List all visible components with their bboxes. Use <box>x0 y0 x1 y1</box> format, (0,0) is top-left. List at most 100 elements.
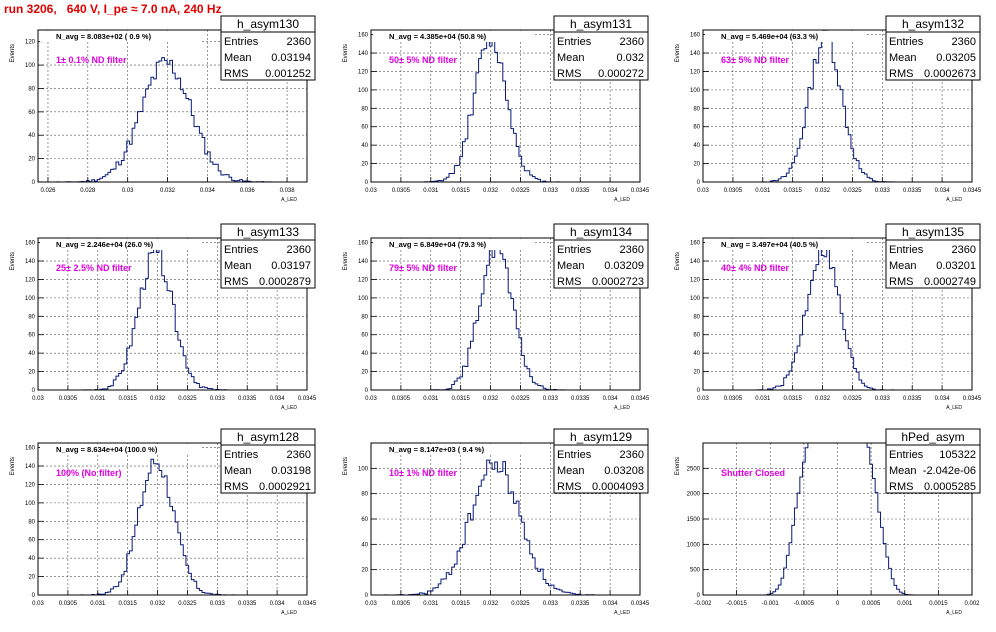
stats-rms-label: RMS <box>557 68 581 80</box>
y-tick-label: 160 <box>25 241 36 247</box>
y-tick-label: 2500 <box>687 466 701 472</box>
y-axis-label: Events <box>343 252 349 270</box>
x-tick-label: 0.03 <box>365 396 377 402</box>
y-tick-label: 0 <box>32 593 36 599</box>
navg-label: N_avg = 4.385e+04 (50.8 %) <box>389 32 487 41</box>
stats-rms-label: RMS <box>224 276 248 288</box>
y-tick-label: 20 <box>28 575 35 581</box>
x-tick-label: 0.026 <box>40 188 56 194</box>
y-tick-label: 100 <box>25 63 36 69</box>
x-tick-label: 0.0345 <box>631 188 650 194</box>
y-tick-label: 20 <box>28 370 35 376</box>
x-axis-label: A_LED <box>614 405 630 411</box>
y-tick-label: 100 <box>358 88 369 94</box>
x-tick-label: 0.0315 <box>783 396 802 402</box>
y-tick-label: 40 <box>28 556 35 562</box>
stats-mean-label: Mean <box>557 465 585 477</box>
y-tick-label: 80 <box>361 314 368 320</box>
x-tick-label: 0.032 <box>150 396 166 402</box>
histogram-pad-h_asym132: 0.03 0.0305 0.031 0.0315 0.032 0.0325 0.033 0.0… <box>675 15 982 203</box>
y-tick-label: 100 <box>690 296 701 302</box>
filter-label: 25± 2.5% ND filter <box>56 263 132 273</box>
x-tick-label: 0.031 <box>423 396 439 402</box>
stats-title: h_asym129 <box>570 430 632 444</box>
x-tick-label: 0.034 <box>270 601 286 607</box>
y-tick-label: 120 <box>25 40 36 46</box>
x-tick-label: 0.03 <box>697 396 709 402</box>
stats-rms-label: RMS <box>889 68 913 80</box>
filter-label: Shutter Closed <box>721 468 785 478</box>
y-axis-label: Events <box>10 44 16 62</box>
navg-label: N_avg = 8.147e+03 ( 9.4 %) <box>389 445 485 454</box>
stats-entries-value: 2360 <box>287 36 311 48</box>
stats-mean-label: Mean <box>889 260 917 272</box>
stats-entries-label: Entries <box>889 36 924 48</box>
y-axis-label: Events <box>10 252 16 270</box>
stats-entries-label: Entries <box>224 244 259 256</box>
histogram-pad-h_asym135: 0.03 0.0305 0.031 0.0315 0.032 0.0325 0.033 0.0… <box>675 223 982 411</box>
y-tick-label: 20 <box>361 568 368 574</box>
y-tick-label: 60 <box>28 333 35 339</box>
histogram-pad-h_asym131: 0.03 0.0305 0.031 0.0315 0.032 0.0325 0.033 0.0… <box>343 15 650 203</box>
y-tick-label: 140 <box>690 51 701 57</box>
x-tick-label: 0.0305 <box>724 188 743 194</box>
x-tick-label: 0.001 <box>897 601 913 607</box>
y-axis-label: Events <box>343 457 349 475</box>
stats-entries-label: Entries <box>557 36 592 48</box>
plot-frame <box>370 237 641 391</box>
y-axis-label: Events <box>675 44 681 62</box>
plot-frame <box>702 237 973 391</box>
x-tick-label: 0.0315 <box>451 396 470 402</box>
x-tick-label: 0.034 <box>270 396 286 402</box>
x-tick-label: 0.034 <box>935 188 951 194</box>
stats-mean-label: Mean <box>889 52 917 64</box>
x-tick-label: 0.0335 <box>571 188 590 194</box>
stats-mean-value: 0.03194 <box>271 52 311 64</box>
y-axis-label: Events <box>675 457 681 475</box>
x-axis-label: A_LED <box>281 197 297 203</box>
y-tick-label: 0 <box>365 593 369 599</box>
x-tick-label: 0.0315 <box>118 601 137 607</box>
stats-mean-value: -2.042e-06 <box>923 465 976 477</box>
x-tick-label: 0.002 <box>964 601 980 607</box>
y-tick-label: 0 <box>365 388 369 394</box>
y-tick-label: 40 <box>361 143 368 149</box>
x-tick-label: 0.0335 <box>571 601 590 607</box>
x-tick-label: 0.031 <box>90 601 106 607</box>
x-tick-label: 0.0305 <box>392 188 411 194</box>
y-tick-label: 120 <box>358 277 369 283</box>
stats-rms-value: 0.000272 <box>598 68 644 80</box>
stats-entries-value: 2360 <box>287 449 311 461</box>
stats-title: h_asym133 <box>237 225 299 239</box>
stats-mean-value: 0.03208 <box>604 465 644 477</box>
x-axis-label: A_LED <box>614 610 630 616</box>
stats-title: h_asym128 <box>237 430 299 444</box>
x-tick-label: 0.033 <box>543 601 559 607</box>
plot-frame <box>37 442 308 596</box>
y-tick-label: 140 <box>25 464 36 470</box>
navg-box <box>373 31 533 42</box>
x-axis-label: A_LED <box>946 610 962 616</box>
y-axis-label: Events <box>675 252 681 270</box>
stats-box <box>220 428 316 494</box>
y-tick-label: 80 <box>28 314 35 320</box>
x-axis-label: A_LED <box>281 405 297 411</box>
x-tick-label: 0.031 <box>423 188 439 194</box>
stats-entries-label: Entries <box>557 244 592 256</box>
x-tick-label: 0.0325 <box>843 188 862 194</box>
y-tick-label: 100 <box>358 296 369 302</box>
y-tick-label: 40 <box>361 542 368 548</box>
y-tick-label: 40 <box>361 351 368 357</box>
stats-entries-value: 2360 <box>620 36 644 48</box>
navg-box <box>40 239 200 250</box>
navg-label: N_avg = 8.083e+02 ( 0.9 %) <box>56 32 152 41</box>
stats-box <box>885 223 981 289</box>
y-tick-label: 120 <box>25 482 36 488</box>
stats-rms-label: RMS <box>557 481 581 493</box>
stats-box <box>885 15 981 81</box>
stats-title: hPed_asym <box>901 430 964 444</box>
x-tick-label: 0.034 <box>935 396 951 402</box>
y-tick-label: 80 <box>28 519 35 525</box>
stats-rms-value: 0.0005285 <box>924 481 976 493</box>
y-tick-label: 60 <box>361 333 368 339</box>
